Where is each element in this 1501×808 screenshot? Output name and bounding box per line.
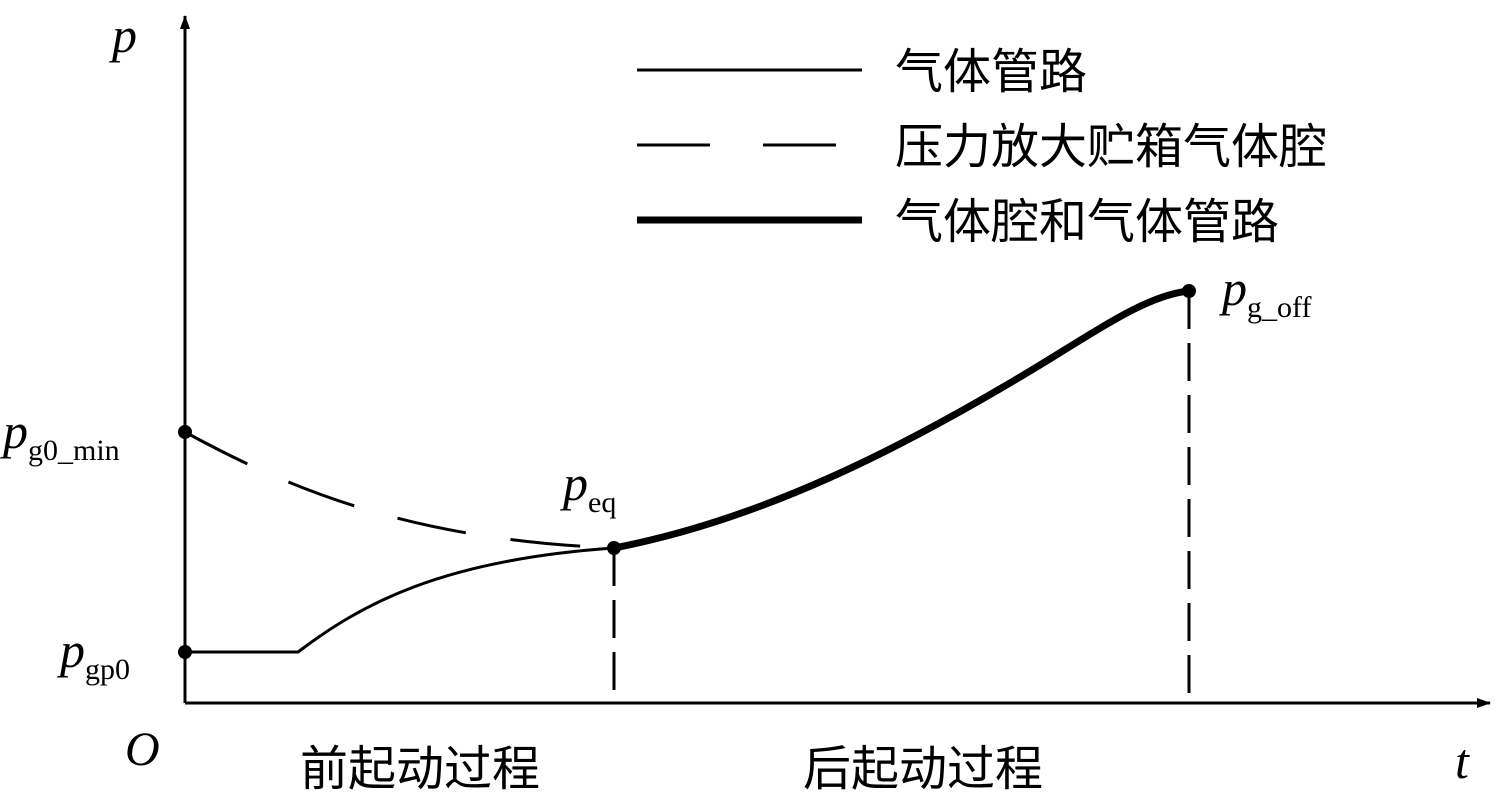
legend-label-gas-pipe: 气体管路: [895, 44, 1087, 100]
tank-gas-cavity-curve: [184, 430, 615, 550]
gas-pipe-curve: [185, 546, 615, 654]
label-p-g-off: pg_off: [1219, 260, 1311, 324]
label-p-g0-min: pg0_min: [0, 403, 120, 467]
label-p-eq: peq: [560, 455, 616, 519]
point-eq: [607, 541, 621, 555]
phase-label-first: 前起动过程: [300, 741, 540, 797]
y-axis-label: p: [109, 7, 137, 63]
point-g-off: [1182, 284, 1196, 298]
legend-label-tank-gas-cavity: 压力放大贮箱气体腔: [895, 119, 1327, 175]
point-gp0: [178, 645, 192, 659]
x-axis-label: t: [1455, 733, 1470, 789]
label-p-gp0: pgp0: [57, 622, 130, 686]
origin-label: O: [125, 723, 160, 776]
phase-label-second: 后起动过程: [803, 741, 1043, 797]
point-g0-min: [178, 425, 192, 439]
legend-label-combined: 气体腔和气体管路: [895, 194, 1279, 250]
combined-curve: [613, 287, 1190, 552]
